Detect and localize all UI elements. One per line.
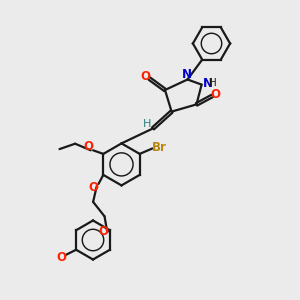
Text: O: O [83, 140, 93, 153]
Text: N: N [182, 68, 192, 81]
Text: O: O [98, 225, 108, 238]
Text: H: H [143, 119, 151, 129]
Text: N: N [202, 76, 213, 90]
Text: Br: Br [152, 141, 166, 154]
Text: O: O [88, 181, 98, 194]
Text: O: O [211, 88, 221, 101]
Text: O: O [141, 70, 151, 83]
Text: O: O [56, 251, 66, 264]
Text: H: H [209, 78, 217, 88]
